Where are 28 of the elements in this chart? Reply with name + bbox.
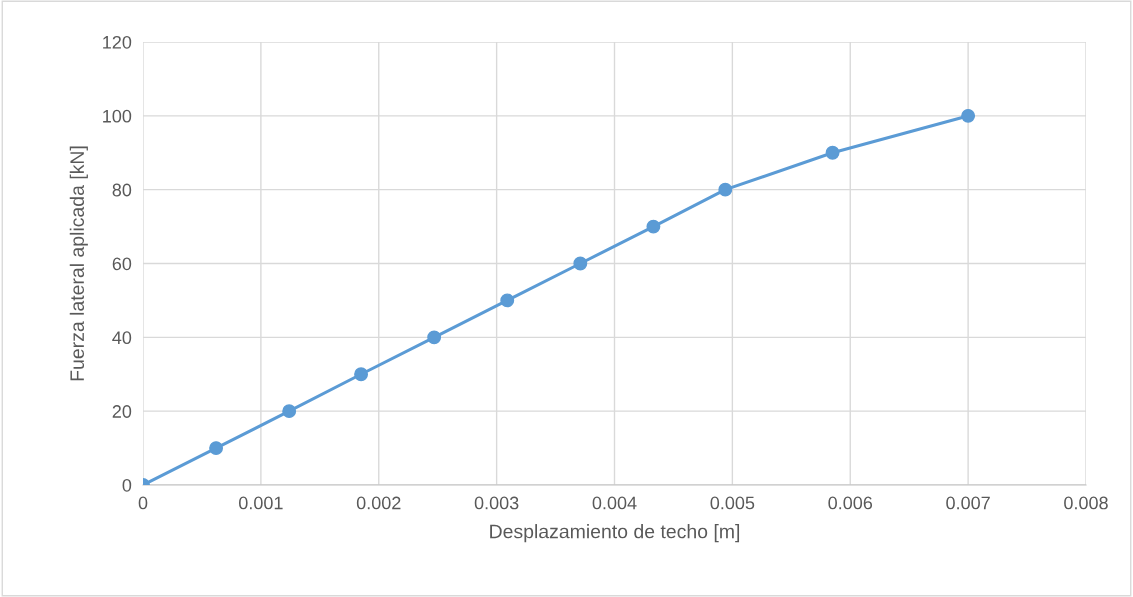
x-axis-title: Desplazamiento de techo [m] [490,524,740,543]
x-tick-label: 0.003 [474,496,519,510]
point [282,404,297,419]
y-tick-label: 40 [112,331,132,345]
x-tick-label: 0.001 [238,496,283,510]
point [354,367,369,382]
y-tick-label: 20 [112,405,132,418]
y-tick-label: 0 [122,478,132,492]
x-tick-label: 0 [138,496,148,510]
x-tick-label: 0.007 [946,496,990,510]
x-tick-label: 0.004 [592,496,637,510]
y-tick-label: 60 [112,257,132,271]
point [961,108,976,123]
y-tick-label: 80 [112,183,132,197]
x-tick-label: 0.008 [1064,496,1108,510]
y-tick-label: 100 [103,109,132,123]
point [825,145,840,160]
point [427,330,442,345]
point [500,293,515,308]
x-tick-label: 0.006 [828,496,873,510]
point [209,441,224,456]
y-axis-title: Fuerza lateral aplicada [kN] [69,146,88,381]
point [718,182,733,197]
y-tick-label: 120 [103,35,132,49]
point [646,219,661,234]
x-tick-label: 0.002 [356,496,401,510]
x-tick-label: 0.005 [710,496,755,510]
point [573,256,588,271]
